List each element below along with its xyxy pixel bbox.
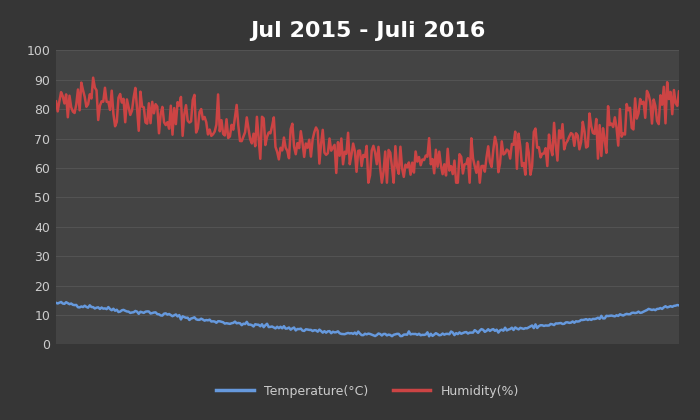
Title: Jul 2015 - Juli 2016: Jul 2015 - Juli 2016 — [250, 21, 485, 40]
Legend: Temperature(°C), Humidity(%): Temperature(°C), Humidity(%) — [211, 380, 524, 403]
